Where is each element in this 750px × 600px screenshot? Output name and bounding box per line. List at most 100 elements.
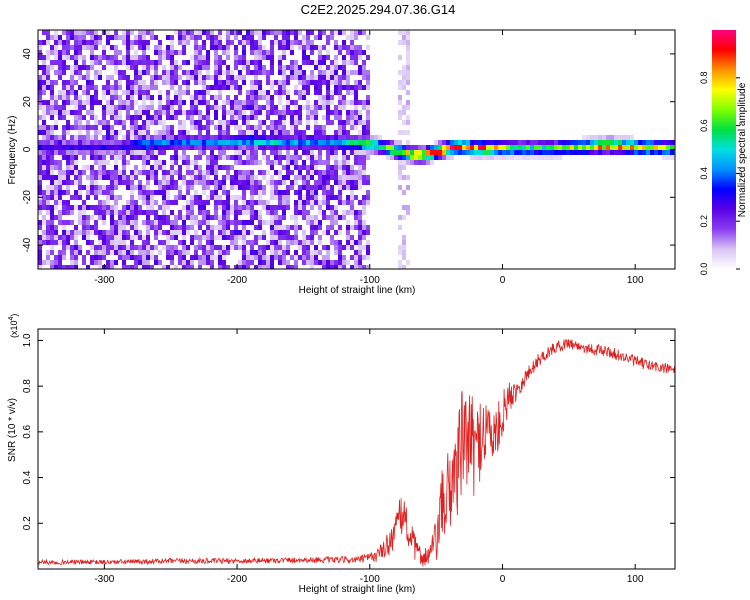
spectrogram-cell <box>126 45 130 50</box>
spectrogram-cell <box>78 30 82 35</box>
spectrogram-cell <box>366 70 370 75</box>
spectrogram-cell <box>366 80 370 85</box>
spectrogram-cell <box>258 90 262 95</box>
spectrogram-cell <box>574 145 578 150</box>
spectrogram-cell <box>270 120 274 125</box>
spectrogram-cell <box>110 220 114 225</box>
spectrogram-cell <box>186 200 190 205</box>
spectrogram-cell <box>118 95 122 100</box>
spectrogram-cell <box>318 30 322 35</box>
spectrogram-cell <box>194 170 198 175</box>
spectrogram-cell <box>138 40 142 45</box>
spectrogram-cell <box>174 200 178 205</box>
spectrogram-cell <box>338 145 342 150</box>
spectrogram-cell <box>78 245 82 250</box>
spectrogram-cell <box>270 110 274 115</box>
spectrogram-cell <box>538 145 542 150</box>
spectrogram-cell <box>214 100 218 105</box>
spectrogram-cell <box>222 50 226 55</box>
spectrogram-cell <box>66 30 70 35</box>
spectrogram-cell <box>158 230 162 235</box>
spectrogram-cell <box>230 70 234 75</box>
spectrogram-cell <box>614 135 618 140</box>
spectrogram-cell <box>302 90 306 95</box>
y-tick-label: 0.2 <box>22 516 33 530</box>
spectrogram-cell <box>334 160 338 165</box>
spectrogram-cell <box>342 185 346 190</box>
spectrogram-cell <box>66 230 70 235</box>
spectrogram-cell <box>98 60 102 65</box>
spectrogram-cell <box>290 50 294 55</box>
spectrogram-cell <box>226 40 230 45</box>
spectrogram-cell <box>226 145 230 150</box>
spectrogram-cell <box>102 140 106 145</box>
spectrogram-cell <box>622 145 626 150</box>
spectrogram-cell <box>318 210 322 215</box>
spectrogram-cell <box>142 160 146 165</box>
spectrogram-cell <box>90 105 94 110</box>
spectrogram-cell <box>190 95 194 100</box>
spectrogram-cell <box>486 150 490 155</box>
spectrogram-cell <box>190 135 194 140</box>
spectrogram-cell <box>82 30 86 35</box>
spectrogram-cell <box>274 90 278 95</box>
spectrogram-cell <box>554 155 558 160</box>
spectrogram-cell <box>294 150 298 155</box>
spectrogram-cell <box>78 35 82 40</box>
spectrogram-cell <box>402 265 406 269</box>
spectrogram-cell <box>90 100 94 105</box>
spectrogram-cell <box>330 220 334 225</box>
spectrogram-cell <box>110 235 114 240</box>
spectrogram-cell <box>274 250 278 255</box>
spectrogram-cell <box>158 190 162 195</box>
spectrogram-cell <box>126 245 130 250</box>
spectrogram-cell <box>458 145 462 150</box>
spectrogram-cell <box>166 180 170 185</box>
spectrogram-cell <box>606 135 610 140</box>
spectrogram-cell <box>314 185 318 190</box>
spectrogram-cell <box>194 95 198 100</box>
spectrogram-cell <box>298 120 302 125</box>
spectrogram-cell <box>146 155 150 160</box>
spectrogram-cell <box>158 45 162 50</box>
spectrogram-cell <box>390 145 394 150</box>
spectrogram-cell <box>194 180 198 185</box>
spectrogram-cell <box>290 60 294 65</box>
spectrogram-cell <box>62 65 66 70</box>
spectrogram-cell <box>354 175 358 180</box>
spectrogram-cell <box>350 120 354 125</box>
spectrogram-cell <box>150 65 154 70</box>
spectrogram-cell <box>50 115 54 120</box>
spectrogram-cell <box>302 145 306 150</box>
spectrogram-cell <box>78 115 82 120</box>
spectrogram-cell <box>398 165 402 170</box>
spectrogram-cell <box>310 45 314 50</box>
spectrogram-cell <box>206 140 210 145</box>
spectrogram-cell <box>298 245 302 250</box>
spectrogram-cell <box>106 260 110 265</box>
spectrogram-cell <box>38 265 42 269</box>
spectrogram-cell <box>226 55 230 60</box>
spectrogram-cell <box>86 140 90 145</box>
spectrogram-cell <box>38 85 42 90</box>
spectrogram-cell <box>234 150 238 155</box>
spectrogram-cell <box>234 195 238 200</box>
spectrogram-cell <box>46 135 50 140</box>
spectrogram-cell <box>46 240 50 245</box>
spectrogram-cell <box>522 155 526 160</box>
spectrogram-cell <box>238 70 242 75</box>
spectrogram-cell <box>102 210 106 215</box>
spectrogram-cell <box>150 95 154 100</box>
spectrogram-cell <box>66 40 70 45</box>
spectrogram-cell <box>66 155 70 160</box>
spectrogram-cell <box>362 205 366 210</box>
spectrogram-cell <box>406 40 410 45</box>
x-tick-label: -300 <box>94 275 114 286</box>
spectrogram-cell <box>50 80 54 85</box>
spectrogram-cell <box>106 60 110 65</box>
spectrogram-cell <box>254 185 258 190</box>
spectrogram-cell <box>410 160 414 165</box>
spectrogram-cell <box>198 260 202 265</box>
spectrogram-cell <box>190 160 194 165</box>
spectrogram-cell <box>110 190 114 195</box>
